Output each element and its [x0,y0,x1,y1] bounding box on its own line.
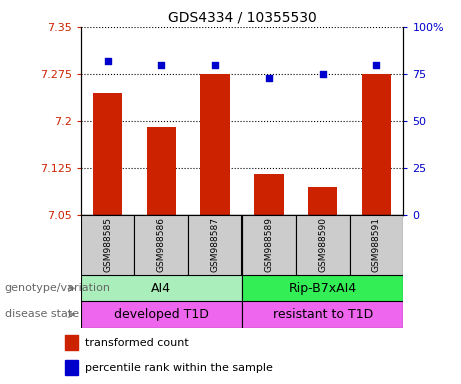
Bar [147,127,176,215]
Text: AI4: AI4 [151,282,171,295]
Bar [242,301,403,328]
Text: Rip-B7xAI4: Rip-B7xAI4 [289,282,357,295]
Bar [81,275,242,301]
Text: GSM988591: GSM988591 [372,217,381,272]
Text: disease state: disease state [5,310,79,319]
Text: developed T1D: developed T1D [114,308,209,321]
Bar [254,174,284,215]
Bar [188,215,242,275]
Bar [362,74,391,215]
Bar [242,275,403,301]
Point [104,58,111,64]
Text: percentile rank within the sample: percentile rank within the sample [85,362,273,373]
Text: GSM988585: GSM988585 [103,217,112,272]
Text: resistant to T1D: resistant to T1D [272,308,373,321]
Point [373,61,380,68]
Point [212,61,219,68]
Bar [296,215,349,275]
Bar [135,215,188,275]
Point [265,74,272,81]
Title: GDS4334 / 10355530: GDS4334 / 10355530 [168,10,316,24]
Bar [201,74,230,215]
Bar [81,215,135,275]
Text: transformed count: transformed count [85,338,189,348]
Point [158,61,165,68]
Bar [65,335,78,350]
Bar [65,360,78,375]
Text: GSM988590: GSM988590 [318,217,327,272]
Text: genotype/variation: genotype/variation [5,283,111,293]
Bar [93,93,122,215]
Bar [81,301,242,328]
Text: GSM988586: GSM988586 [157,217,166,272]
Bar [308,187,337,215]
Bar [242,215,296,275]
Text: GSM988587: GSM988587 [211,217,219,272]
Point [319,71,326,77]
Text: GSM988589: GSM988589 [265,217,273,272]
Bar [349,215,403,275]
